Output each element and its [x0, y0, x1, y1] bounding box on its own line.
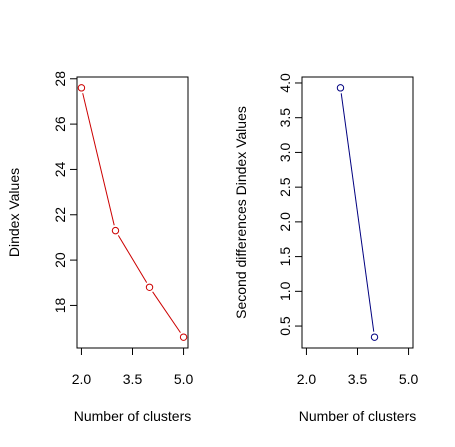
y-axis-title: Dindex Values — [6, 168, 22, 257]
y-tick-label: 4.0 — [277, 73, 293, 93]
series-line-segment — [82, 93, 115, 226]
data-point — [111, 226, 120, 235]
x-tick-label: 3.5 — [123, 371, 143, 387]
y-tick-label: 20 — [52, 252, 68, 268]
x-tick-label: 5.0 — [174, 371, 194, 387]
series-line-segment — [340, 93, 375, 332]
plot-frame — [76, 76, 189, 349]
y-tick-label: 28 — [52, 71, 68, 87]
y-tick-label: 18 — [52, 297, 68, 313]
x-axis-title: Number of clusters — [74, 408, 191, 424]
series-line-segment — [152, 291, 181, 333]
left-chart: 2.0 3.5 5.0 18 20 22 24 26 28 Number of clusters D… — [6, 71, 194, 424]
y-tick-label: 1.0 — [277, 281, 293, 301]
y-tick-label: 24 — [52, 161, 68, 177]
data-point — [145, 283, 154, 291]
data-point — [77, 84, 86, 92]
y-axis-title: Second differences Dindex Values — [233, 106, 249, 319]
data-point — [370, 333, 379, 341]
x-tick-label: 2.0 — [297, 371, 317, 387]
data-point — [336, 84, 345, 92]
y-tick-label: 2.0 — [277, 212, 293, 232]
series-line-segment — [117, 235, 148, 283]
x-tick-label: 3.5 — [348, 371, 368, 387]
y-tick-label: 22 — [52, 207, 68, 223]
x-tick-label: 2.0 — [72, 371, 92, 387]
x-axis-title: Number of clusters — [299, 408, 416, 424]
y-tick-label: 0.5 — [277, 316, 293, 336]
y-tick-label: 26 — [52, 116, 68, 132]
y-tick-label: 3.5 — [277, 108, 293, 128]
data-point — [179, 333, 188, 341]
right-chart: 2.0 3.5 5.0 0.5 1.0 1.5 2.0 2.5 3.0 3.5 4.0 Number … — [233, 73, 419, 424]
y-tick-label: 1.5 — [277, 247, 293, 267]
x-tick-label: 5.0 — [399, 371, 419, 387]
y-tick-label: 3.0 — [277, 142, 293, 162]
y-tick-label: 2.5 — [277, 177, 293, 197]
